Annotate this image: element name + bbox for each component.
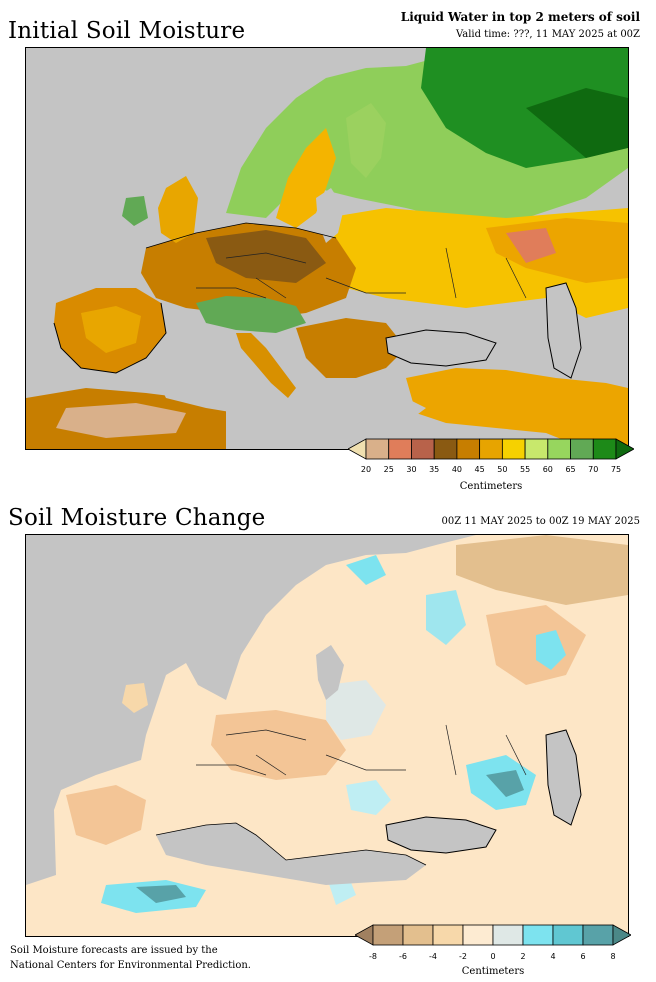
colorbar-tick-label: -6 [399, 952, 407, 961]
colorbar-swatch [524, 438, 549, 460]
colorbar-swatch [388, 438, 412, 460]
soil-moisture-change-map-graphic [26, 535, 628, 936]
initial-moisture-colorbar-labels: 20 25 30 35 40 45 50 55 60 65 70 75 [348, 465, 634, 477]
colorbar-left-arrow [354, 924, 374, 946]
panel2-title: Soil Moisture Change [8, 505, 266, 531]
colorbar-tick-label: 2 [520, 952, 526, 961]
initial-moisture-colorbar-graphic [347, 438, 635, 460]
panel1-header-title: Liquid Water in top 2 meters of soil [400, 10, 640, 24]
footer-line-2: National Centers for Environmental Predi… [10, 960, 251, 971]
colorbar-swatch [402, 924, 434, 946]
colorbar-tick-label: 70 [588, 465, 599, 474]
colorbar-tick-label: 55 [519, 465, 531, 474]
colorbar-right-arrow [615, 438, 635, 460]
soil-moisture-change-map [25, 534, 629, 937]
colorbar-tick-label: 8 [610, 952, 616, 961]
colorbar-swatch [570, 438, 594, 460]
colorbar-tick-label: 20 [360, 465, 372, 474]
initial-soil-moisture-map-graphic [26, 48, 628, 449]
colorbar-swatch [501, 438, 526, 460]
colorbar-swatch [552, 924, 584, 946]
colorbar-tick-label: 60 [542, 465, 553, 474]
colorbar-swatch [433, 438, 458, 460]
colorbar-swatch [462, 924, 494, 946]
colorbar-tick-label: 65 [565, 465, 576, 474]
colorbar-right-arrow [612, 924, 632, 946]
colorbar-tick-label: 30 [406, 465, 417, 474]
panel1-title: Initial Soil Moisture [8, 18, 246, 44]
colorbar-tick-label: 45 [474, 465, 485, 474]
colorbar-swatch [547, 438, 571, 460]
colorbar-swatch [492, 924, 524, 946]
moisture-change-colorbar-graphic [354, 924, 632, 946]
panel1-valid-time: Valid time: ???, 11 MAY 2025 at 00Z [455, 29, 640, 40]
panel2-period: 00Z 11 MAY 2025 to 00Z 19 MAY 2025 [441, 516, 640, 527]
moisture-change-units: Centimeters [461, 966, 525, 977]
colorbar-left-arrow [347, 438, 367, 460]
colorbar-tick-label: 75 [610, 465, 622, 474]
colorbar-swatch [479, 438, 503, 460]
colorbar-swatch [372, 924, 404, 946]
colorbar-tick-label: 4 [550, 952, 556, 961]
colorbar-tick-label: 35 [429, 465, 440, 474]
colorbar-tick-label: 6 [580, 952, 586, 961]
colorbar-tick-label: 25 [383, 465, 394, 474]
colorbar-tick-label: -4 [429, 952, 437, 961]
colorbar-tick-label: 0 [490, 952, 496, 961]
initial-soil-moisture-map [25, 47, 629, 450]
colorbar-swatch [592, 438, 617, 460]
colorbar-tick-label: 40 [451, 465, 462, 474]
colorbar-swatch [582, 924, 614, 946]
footer-line-1: Soil Moisture forecasts are issued by th… [10, 945, 218, 956]
colorbar-tick-label: 50 [497, 465, 508, 474]
initial-moisture-colorbar [347, 437, 635, 461]
colorbar-swatch [365, 438, 390, 460]
moisture-change-colorbar [354, 923, 632, 947]
moisture-change-colorbar-labels: -8 -6 -4 -2 0 2 4 6 8 [355, 952, 631, 964]
colorbar-swatch [456, 438, 481, 460]
initial-moisture-units: Centimeters [459, 481, 523, 492]
colorbar-swatch [432, 924, 464, 946]
colorbar-tick-label: -2 [459, 952, 467, 961]
footer-note: Soil Moisture forecasts are issued by th… [10, 943, 251, 973]
colorbar-swatch [411, 438, 435, 460]
colorbar-swatch [522, 924, 554, 946]
colorbar-tick-label: -8 [369, 952, 377, 961]
